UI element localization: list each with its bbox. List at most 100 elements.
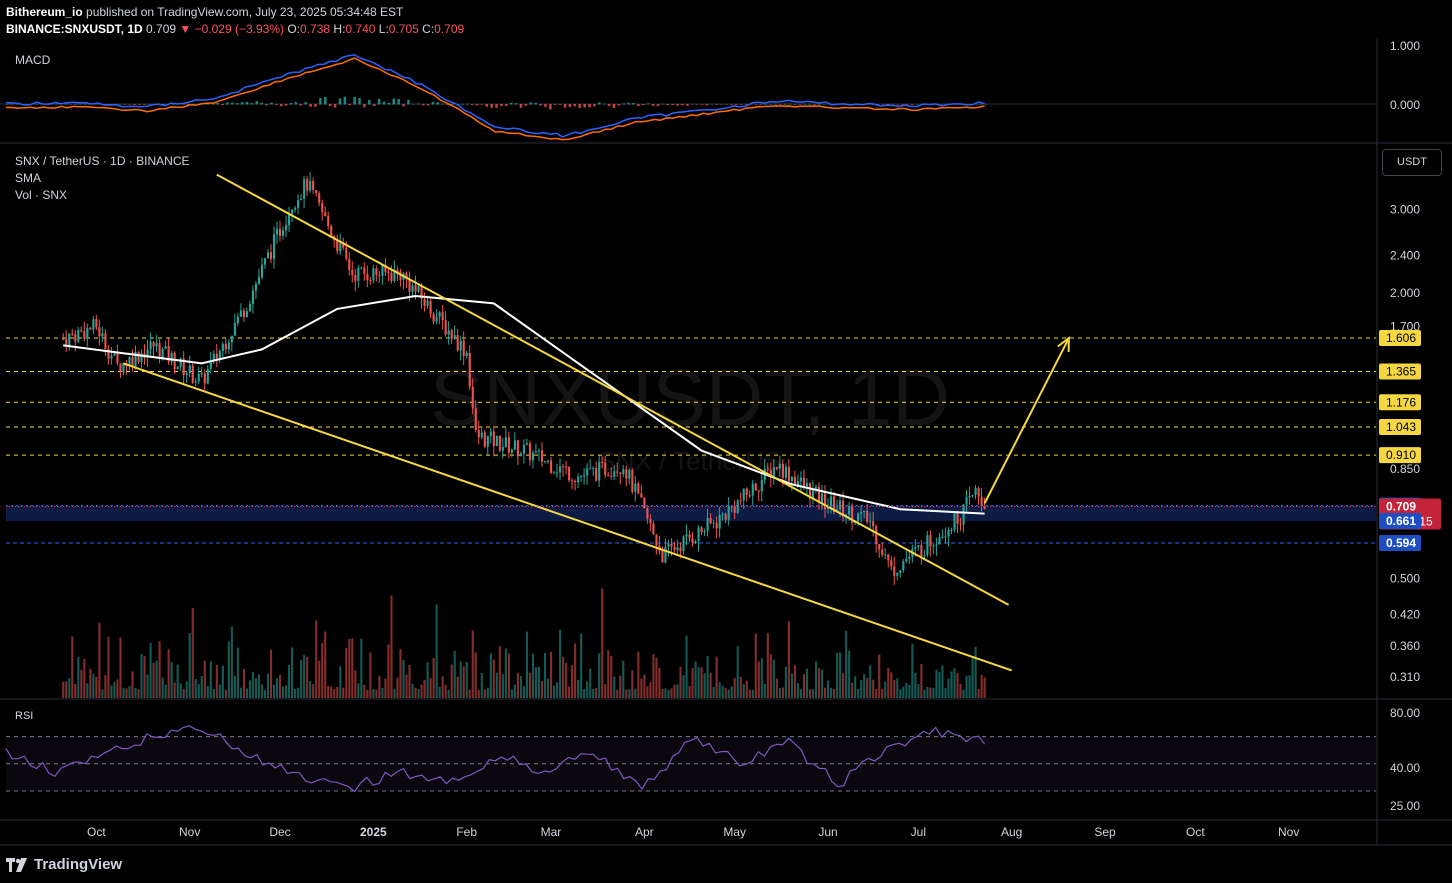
candle-body	[68, 333, 71, 346]
volume-bar	[516, 672, 519, 698]
volume-bar	[158, 641, 161, 698]
candle-body	[676, 547, 679, 550]
macd-histogram-bar	[15, 103, 19, 105]
macd-histogram-bar	[573, 104, 577, 107]
candle	[712, 519, 715, 529]
volume-bar	[537, 666, 541, 698]
candle-body	[390, 273, 393, 281]
candle-body	[781, 463, 784, 478]
macd-histogram-bar	[578, 104, 581, 109]
candle	[465, 350, 468, 359]
volume-bar	[390, 595, 393, 698]
macd-histogram-bar	[10, 104, 14, 105]
volume-bar	[206, 685, 209, 698]
price-tick-label: 0.310	[1390, 670, 1420, 684]
volume-bar	[354, 670, 357, 698]
macd-histogram-bar	[79, 103, 82, 105]
rsi-legend[interactable]: RSI	[15, 710, 34, 722]
candle	[757, 489, 760, 502]
volume-bar	[342, 687, 345, 698]
volume-legend[interactable]: Vol · SNX	[15, 188, 68, 202]
candle	[318, 191, 321, 207]
candle	[953, 511, 956, 533]
macd-histogram-bar	[265, 104, 268, 106]
candle-body	[531, 452, 535, 461]
candle-body	[670, 543, 673, 547]
candle-body	[236, 316, 239, 323]
volume-bar	[682, 675, 685, 698]
volume-bar	[411, 683, 414, 698]
macd-histogram-bar	[211, 103, 214, 105]
candle	[652, 520, 655, 536]
candle-body	[248, 303, 251, 312]
candle	[221, 341, 224, 358]
currency-button[interactable]: USDT	[1382, 149, 1442, 176]
volume-bar	[89, 668, 92, 698]
pair-legend[interactable]: SNX / TetherUS · 1D · BINANCE	[15, 154, 190, 168]
candle	[456, 328, 459, 352]
candle	[152, 341, 155, 357]
macd-histogram-bar	[759, 104, 762, 105]
candle	[884, 548, 887, 559]
volume-bar	[941, 665, 944, 698]
candle-body	[167, 346, 170, 362]
candle	[354, 268, 357, 292]
macd-histogram-bar	[426, 104, 430, 106]
macd-histogram-bar	[123, 104, 126, 105]
candle-body	[688, 534, 691, 539]
symbol-name[interactable]: BINANCE:SNXUSDT, 1D	[6, 22, 143, 36]
volume-bar	[760, 658, 763, 698]
price-tick-label: 2.000	[1390, 286, 1420, 300]
volume-bar	[872, 679, 875, 698]
candle-body	[77, 329, 80, 342]
volume-bar	[679, 666, 682, 698]
candle-body	[285, 225, 288, 231]
volume-bar	[495, 672, 498, 698]
candle-body	[814, 486, 818, 490]
volume-bar	[553, 685, 556, 698]
candle-body	[784, 466, 787, 478]
volume-bar	[706, 655, 709, 698]
candle-body	[965, 497, 968, 505]
sma-legend[interactable]: SMA	[15, 171, 42, 185]
macd-histogram-bar	[876, 104, 880, 105]
candle-body	[327, 215, 330, 226]
tradingview-logo[interactable]: TradingView	[6, 856, 122, 873]
candle	[655, 534, 658, 555]
author-name[interactable]: Bithereum_io	[6, 5, 83, 19]
volume-bar	[703, 673, 706, 698]
price-level-tag: 1.606	[1379, 330, 1421, 347]
macd-legend[interactable]: MACD	[15, 53, 51, 67]
candle	[754, 482, 757, 491]
volume-bar	[676, 684, 679, 698]
candle-body	[634, 483, 637, 492]
candle	[589, 458, 592, 470]
macd-histogram-bar	[280, 104, 283, 107]
volume-bar	[459, 661, 462, 698]
volume-bar	[233, 675, 236, 698]
candle-body	[170, 352, 173, 362]
candle	[775, 466, 778, 471]
candle-body	[565, 466, 568, 468]
candle	[748, 490, 751, 498]
candle-body	[562, 466, 565, 468]
candle	[450, 328, 453, 344]
volume-bar	[634, 688, 637, 698]
macd-histogram-bar	[720, 103, 723, 105]
volume-bar	[146, 674, 149, 698]
candle	[279, 220, 282, 242]
volume-bar	[257, 674, 261, 698]
candle-body	[134, 351, 137, 367]
candle-body	[498, 435, 501, 451]
candle-body	[74, 334, 77, 342]
candle	[182, 351, 185, 385]
volume-bar	[899, 689, 902, 698]
volume-bar	[580, 633, 583, 698]
macd-histogram-bar	[304, 102, 307, 105]
candle-body	[914, 546, 917, 549]
volume-bar	[848, 650, 851, 698]
macd-histogram-bar	[490, 104, 493, 108]
candle	[817, 482, 821, 510]
macd-histogram-bar	[686, 104, 689, 106]
